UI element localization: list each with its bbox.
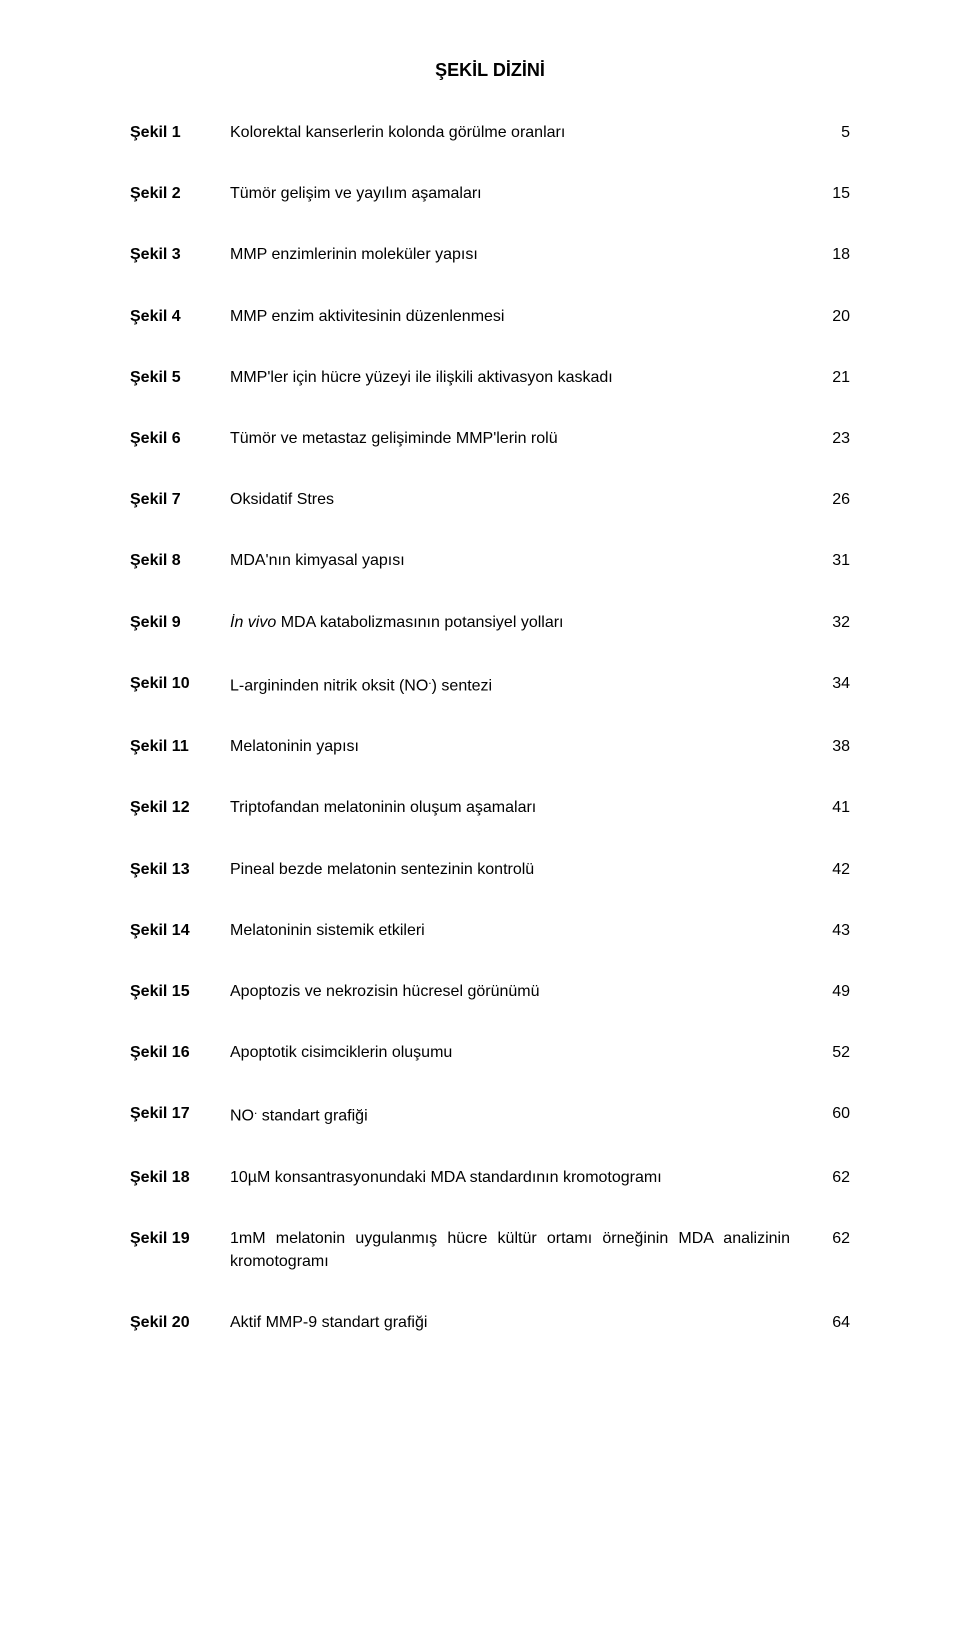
figure-description: L-argininden nitrik oksit (NO.) sentezi	[230, 672, 810, 698]
figure-label: Şekil 11	[130, 735, 230, 758]
figure-label: Şekil 8	[130, 549, 230, 572]
figure-index-row: Şekil 20Aktif MMP-9 standart grafiği64	[130, 1311, 850, 1334]
desc-text: NO	[230, 1108, 254, 1125]
figure-label: Şekil 15	[130, 980, 230, 1003]
figure-page-number: 60	[810, 1102, 850, 1125]
figure-label: Şekil 16	[130, 1041, 230, 1064]
figure-description: Apoptotik cisimciklerin oluşumu	[230, 1041, 810, 1064]
figure-index-row: Şekil 16Apoptotik cisimciklerin oluşumu5…	[130, 1041, 850, 1064]
figure-description: İn vivo MDA katabolizmasının potansiyel …	[230, 611, 810, 634]
page-title: ŞEKİL DİZİNİ	[130, 60, 850, 81]
figure-label: Şekil 18	[130, 1166, 230, 1189]
figure-page-number: 42	[810, 858, 850, 881]
figure-description: Melatoninin sistemik etkileri	[230, 919, 810, 942]
figure-description: Oksidatif Stres	[230, 488, 810, 511]
figure-description: Tümör gelişim ve yayılım aşamaları	[230, 182, 810, 205]
figure-index-row: Şekil 13Pineal bezde melatonin sentezini…	[130, 858, 850, 881]
figure-page-number: 38	[810, 735, 850, 758]
figure-index-row: Şekil 191mM melatonin uygulanmış hücre k…	[130, 1227, 850, 1273]
figure-label: Şekil 3	[130, 243, 230, 266]
figure-label: Şekil 1	[130, 121, 230, 144]
figure-label: Şekil 9	[130, 611, 230, 634]
figure-page-number: 41	[810, 796, 850, 819]
figure-page-number: 52	[810, 1041, 850, 1064]
document-page: ŞEKİL DİZİNİ Şekil 1Kolorektal kanserler…	[0, 0, 960, 1635]
desc-text: MDA katabolizmasının potansiyel yolları	[276, 614, 563, 631]
figure-description: Tümör ve metastaz gelişiminde MMP'lerin …	[230, 427, 810, 450]
figure-index-row: Şekil 10L-argininden nitrik oksit (NO.) …	[130, 672, 850, 698]
desc-text: ) sentezi	[432, 677, 492, 694]
figure-page-number: 26	[810, 488, 850, 511]
figure-description: Kolorektal kanserlerin kolonda görülme o…	[230, 121, 810, 144]
figure-index-row: Şekil 7Oksidatif Stres26	[130, 488, 850, 511]
figure-page-number: 5	[810, 121, 850, 144]
figure-page-number: 43	[810, 919, 850, 942]
figure-index-row: Şekil 15Apoptozis ve nekrozisin hücresel…	[130, 980, 850, 1003]
figure-page-number: 62	[810, 1227, 850, 1250]
figure-label: Şekil 7	[130, 488, 230, 511]
figure-description: MMP'ler için hücre yüzeyi ile ilişkili a…	[230, 366, 810, 389]
figure-label: Şekil 10	[130, 672, 230, 695]
figure-description: MMP enzimlerinin moleküler yapısı	[230, 243, 810, 266]
figure-index-row: Şekil 17NO. standart grafiği60	[130, 1102, 850, 1128]
figure-page-number: 20	[810, 305, 850, 328]
figure-description: Triptofandan melatoninin oluşum aşamalar…	[230, 796, 810, 819]
figure-index-row: Şekil 4MMP enzim aktivitesinin düzenlenm…	[130, 305, 850, 328]
figure-label: Şekil 13	[130, 858, 230, 881]
figure-description: Pineal bezde melatonin sentezinin kontro…	[230, 858, 810, 881]
figure-label: Şekil 4	[130, 305, 230, 328]
figure-label: Şekil 20	[130, 1311, 230, 1334]
figure-description: 1mM melatonin uygulanmış hücre kültür or…	[230, 1227, 810, 1273]
figure-index-row: Şekil 1Kolorektal kanserlerin kolonda gö…	[130, 121, 850, 144]
figure-index-row: Şekil 14Melatoninin sistemik etkileri43	[130, 919, 850, 942]
figure-index-row: Şekil 6Tümör ve metastaz gelişiminde MMP…	[130, 427, 850, 450]
figure-index-row: Şekil 12Triptofandan melatoninin oluşum …	[130, 796, 850, 819]
figure-label: Şekil 19	[130, 1227, 230, 1250]
figure-description: MDA'nın kimyasal yapısı	[230, 549, 810, 572]
figure-description: Apoptozis ve nekrozisin hücresel görünüm…	[230, 980, 810, 1003]
figure-label: Şekil 6	[130, 427, 230, 450]
figure-description: Melatoninin yapısı	[230, 735, 810, 758]
figure-index-row: Şekil 9İn vivo MDA katabolizmasının pota…	[130, 611, 850, 634]
figure-page-number: 23	[810, 427, 850, 450]
figure-page-number: 21	[810, 366, 850, 389]
figure-index-row: Şekil 1810µM konsantrasyonundaki MDA sta…	[130, 1166, 850, 1189]
figure-description: NO. standart grafiği	[230, 1102, 810, 1128]
figure-page-number: 18	[810, 243, 850, 266]
figure-page-number: 49	[810, 980, 850, 1003]
figure-label: Şekil 14	[130, 919, 230, 942]
figure-index-row: Şekil 8MDA'nın kimyasal yapısı31	[130, 549, 850, 572]
figure-page-number: 62	[810, 1166, 850, 1189]
figure-label: Şekil 12	[130, 796, 230, 819]
figure-page-number: 34	[810, 672, 850, 695]
figure-page-number: 31	[810, 549, 850, 572]
figure-label: Şekil 17	[130, 1102, 230, 1125]
figure-label: Şekil 2	[130, 182, 230, 205]
figure-page-number: 32	[810, 611, 850, 634]
figure-index-row: Şekil 3MMP enzimlerinin moleküler yapısı…	[130, 243, 850, 266]
desc-text: standart grafiği	[257, 1108, 367, 1125]
figure-index-row: Şekil 11Melatoninin yapısı38	[130, 735, 850, 758]
figure-description: Aktif MMP-9 standart grafiği	[230, 1311, 810, 1334]
figure-description: MMP enzim aktivitesinin düzenlenmesi	[230, 305, 810, 328]
figure-label: Şekil 5	[130, 366, 230, 389]
desc-text: L-argininden nitrik oksit (NO	[230, 677, 428, 694]
figure-page-number: 15	[810, 182, 850, 205]
figure-index-row: Şekil 5MMP'ler için hücre yüzeyi ile ili…	[130, 366, 850, 389]
figure-index-row: Şekil 2Tümör gelişim ve yayılım aşamalar…	[130, 182, 850, 205]
figure-page-number: 64	[810, 1311, 850, 1334]
figure-description: 10µM konsantrasyonundaki MDA standardını…	[230, 1166, 810, 1189]
italic-text: İn vivo	[230, 614, 276, 631]
figure-index-list: Şekil 1Kolorektal kanserlerin kolonda gö…	[130, 121, 850, 1335]
